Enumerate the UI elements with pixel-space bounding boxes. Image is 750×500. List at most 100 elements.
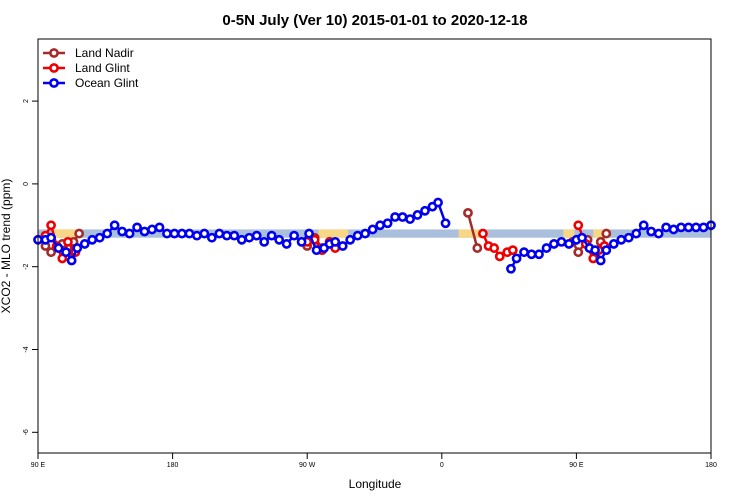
data-point <box>154 222 165 233</box>
y-tick-label: 0 <box>23 182 30 186</box>
data-point <box>337 241 348 251</box>
legend-label: Land Nadir <box>75 46 134 60</box>
y-tick-label: -6 <box>23 429 30 435</box>
data-point <box>46 247 56 258</box>
data-point <box>608 239 619 249</box>
data-point <box>494 251 505 262</box>
data-point <box>661 222 672 233</box>
data-point <box>311 245 322 256</box>
series-line <box>466 212 479 249</box>
data-point <box>412 210 423 220</box>
data-point <box>66 255 77 266</box>
data-point <box>631 228 642 239</box>
data-point <box>638 220 649 231</box>
x-tick-label: 90 E <box>569 462 584 469</box>
data-point <box>87 234 98 245</box>
data-point <box>345 234 356 245</box>
data-point <box>281 239 292 249</box>
data-point <box>478 228 488 239</box>
x-tick-label: 180 <box>705 462 717 469</box>
data-point <box>601 245 612 256</box>
data-point <box>420 205 430 216</box>
band-highlight <box>318 229 349 238</box>
data-point <box>511 253 522 264</box>
data-point <box>489 243 500 253</box>
data-point <box>698 222 709 233</box>
data-point <box>367 224 378 235</box>
data-point <box>397 212 408 222</box>
data-point <box>236 234 247 245</box>
data-point <box>79 239 90 249</box>
legend-item: Land Glint <box>43 61 130 75</box>
data-point <box>382 218 393 229</box>
data-point <box>588 253 599 264</box>
data-point <box>577 232 587 243</box>
legend-marker <box>49 78 59 88</box>
x-tick-label: 180 <box>167 462 179 469</box>
x-tick-label: 90 E <box>31 462 46 469</box>
data-point <box>169 228 180 239</box>
data-point <box>352 230 363 241</box>
legend-marker <box>49 48 59 58</box>
data-point <box>534 249 544 260</box>
data-point <box>296 236 307 247</box>
data-point <box>192 230 202 241</box>
data-point <box>590 245 600 256</box>
data-point <box>251 230 262 241</box>
data-point <box>199 228 210 239</box>
data-point <box>63 236 73 247</box>
legend-label: Ocean Glint <box>75 76 139 90</box>
y-tick-label: -2 <box>23 263 30 269</box>
legend-marker <box>49 63 59 73</box>
data-point <box>214 228 225 239</box>
data-point <box>646 226 657 237</box>
data-point <box>472 243 483 253</box>
data-point <box>616 234 627 245</box>
data-point <box>147 224 157 235</box>
data-point <box>74 228 85 239</box>
chart-title: 0-5N July (Ver 10) 2015-01-01 to 2020-12… <box>222 12 527 29</box>
x-axis: 90 E 180 90 W 0 90 E 180 <box>31 453 717 469</box>
data-point <box>676 222 686 233</box>
data-point <box>53 243 64 253</box>
data-point <box>405 214 415 224</box>
data-point <box>94 232 105 243</box>
x-tick-label: 90 W <box>299 462 316 469</box>
band-highlight <box>593 229 607 238</box>
data-point <box>601 228 612 239</box>
y-axis: 2 0 -2 -4 -6 <box>23 99 38 435</box>
data-point <box>132 222 142 233</box>
data-point <box>541 243 552 253</box>
data-point <box>244 232 255 243</box>
data-point <box>683 222 694 233</box>
data-point <box>440 218 451 229</box>
data-point <box>109 220 120 231</box>
data-point <box>229 230 240 241</box>
band-highlight <box>563 229 575 238</box>
band-highlight <box>51 229 78 238</box>
data-point <box>304 228 314 239</box>
data-point <box>206 232 217 243</box>
data-point <box>507 245 518 256</box>
x-axis-label: Longitude <box>349 477 402 491</box>
data-point <box>46 220 56 231</box>
data-point <box>595 255 606 266</box>
data-point <box>556 236 567 247</box>
data-point <box>433 197 443 208</box>
data-point <box>259 236 270 247</box>
data-point <box>375 220 386 231</box>
data-point <box>184 228 195 239</box>
plot-frame <box>37 38 712 454</box>
data-point <box>274 234 285 245</box>
y-axis-label: XCO2 - MLO trend (ppm) <box>0 179 13 314</box>
legend-item: Land Nadir <box>43 46 134 60</box>
data-point <box>102 228 113 239</box>
data-point <box>124 228 135 239</box>
data-point <box>221 230 232 241</box>
y-tick-label: 2 <box>23 99 30 103</box>
y-tick-label: -4 <box>23 346 30 352</box>
data-point <box>463 207 473 218</box>
